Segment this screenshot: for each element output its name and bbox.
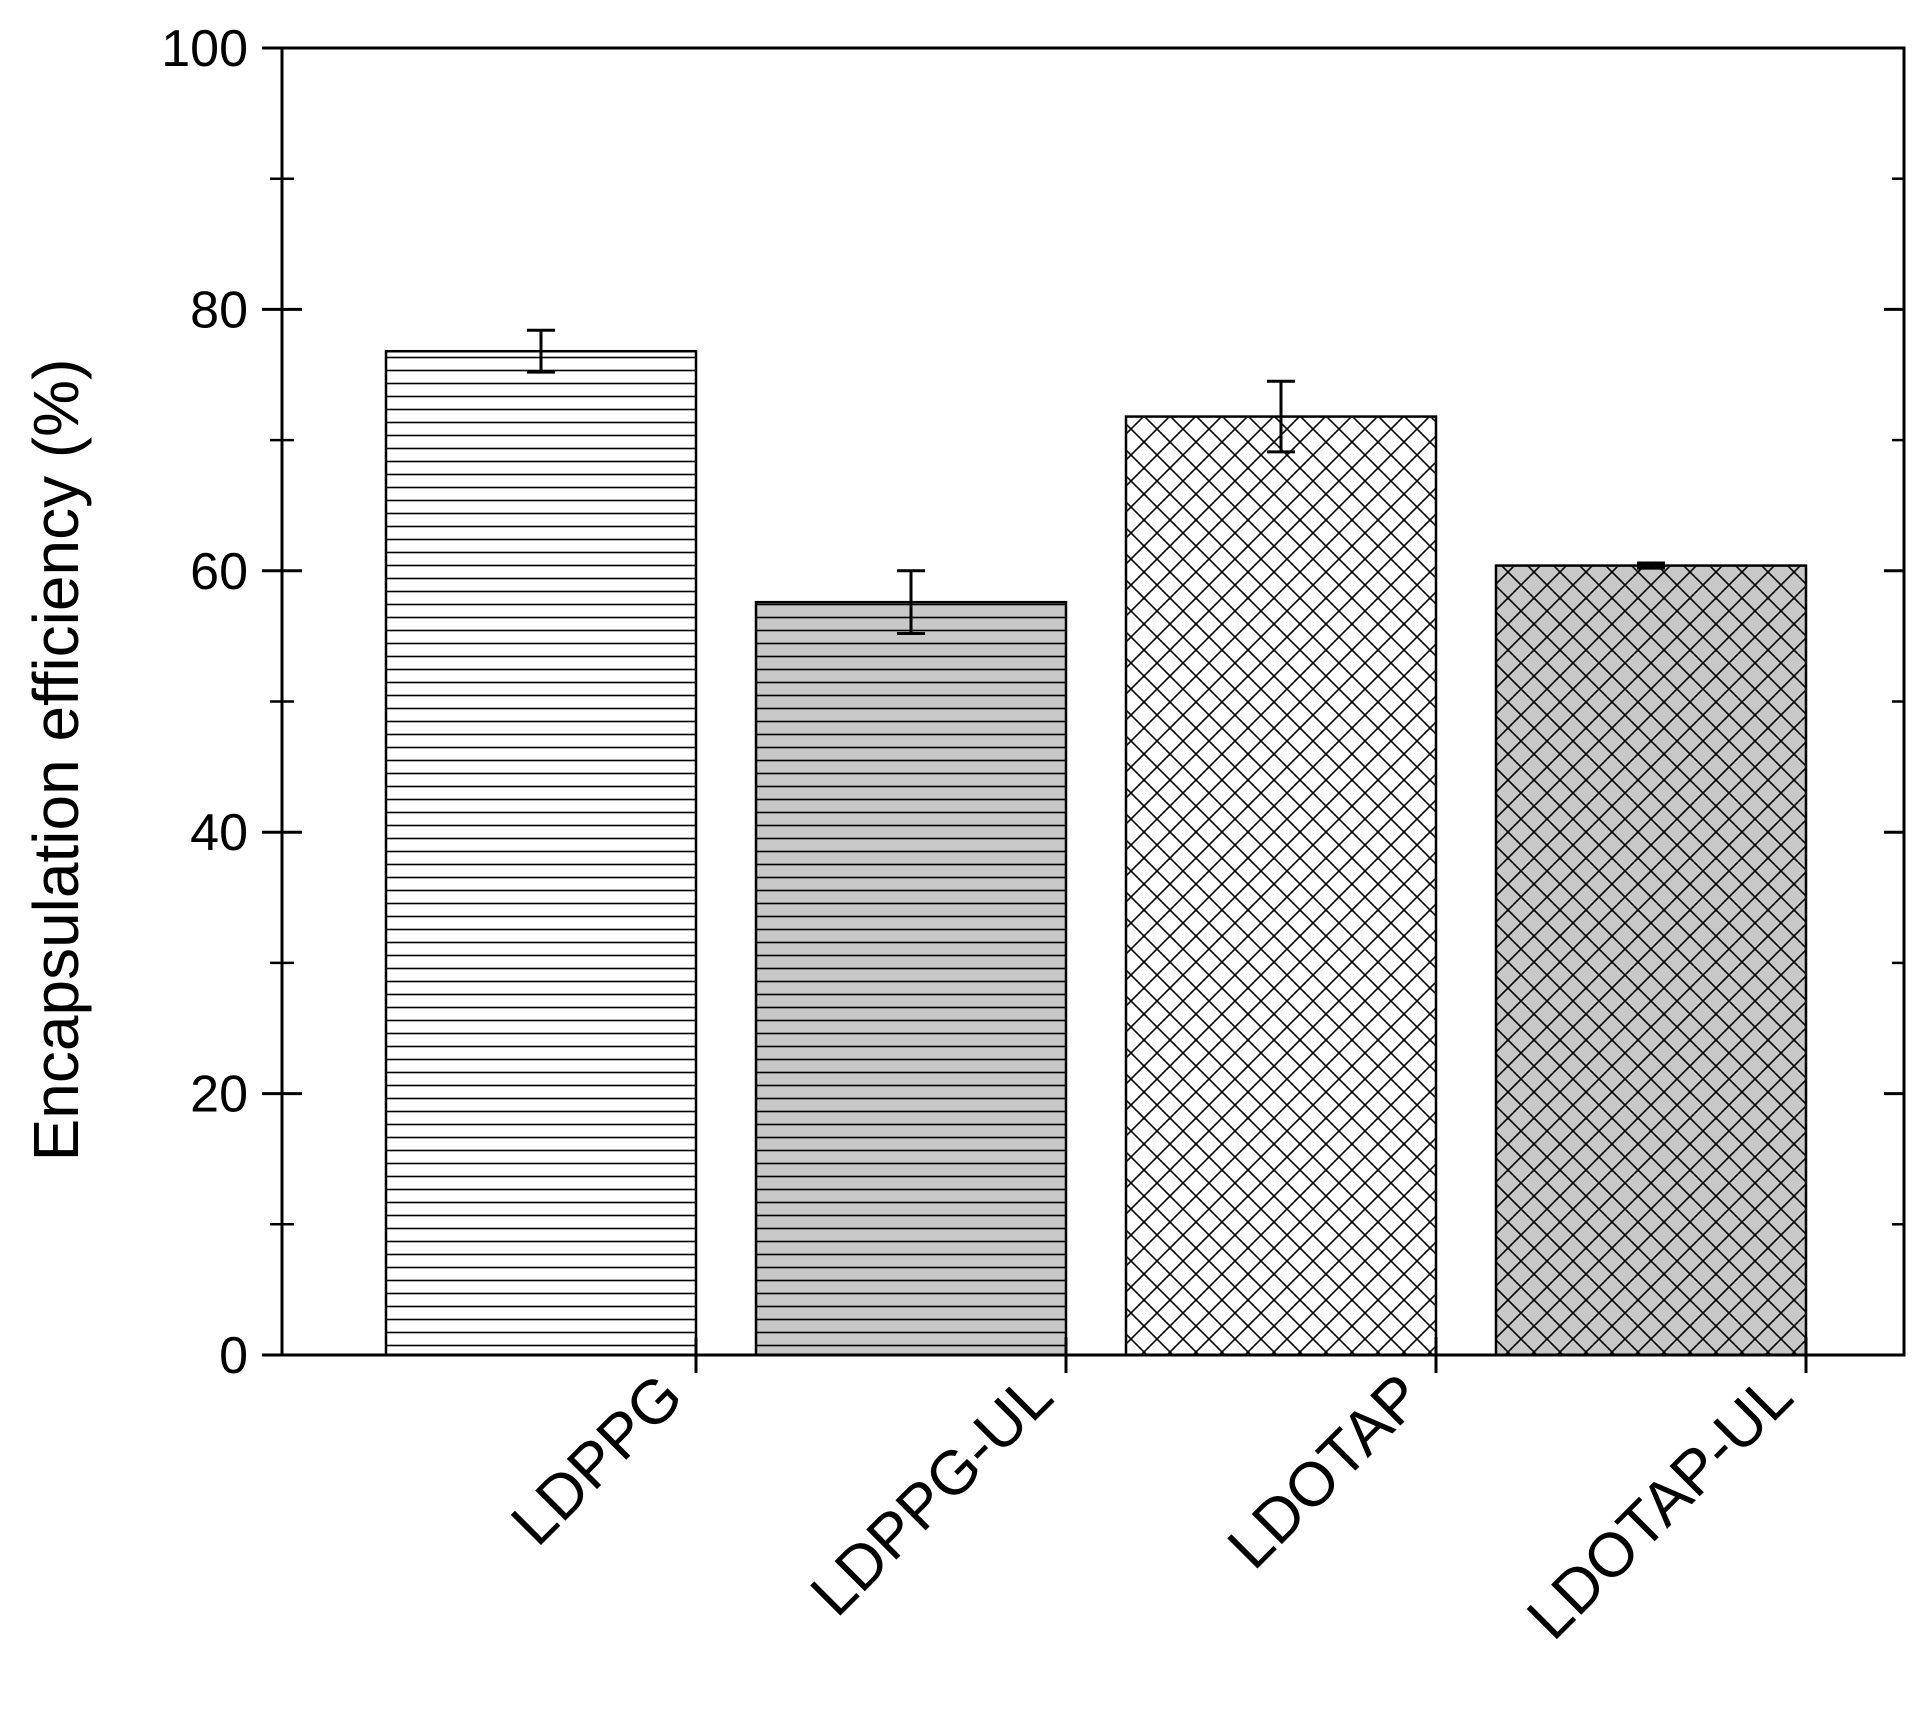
bar-ldotap <box>1124 415 1438 1357</box>
y-tick-label: 0 <box>219 1327 248 1385</box>
x-tick-label-ldotap-ul: LDOTAP-UL <box>1514 1361 1806 1653</box>
bars <box>384 349 1808 1357</box>
error-bar-ldotap <box>1267 379 1295 454</box>
bar-pattern-ldppg-ul <box>756 602 1066 1355</box>
x-axis: LDPPG LDPPG-UL LDOTAP LDOTAP-UL <box>498 1337 1808 1653</box>
x-tick-label-ldppg-ul: LDPPG-UL <box>798 1361 1066 1629</box>
y-tick-label: 60 <box>190 543 248 601</box>
y-tick-label: 80 <box>190 281 248 339</box>
bar-pattern-ldppg <box>386 351 696 1355</box>
y-tick-label: 20 <box>190 1066 248 1124</box>
error-bar-ldotap-ul <box>1637 561 1665 570</box>
y-axis: 0 20 40 60 80 100 <box>161 20 1904 1385</box>
x-tick-label-ldppg: LDPPG <box>498 1361 695 1558</box>
bar-pattern-ldotap-ul <box>1496 565 1806 1355</box>
error-bar-ldppg <box>527 328 555 374</box>
x-tick-label-ldotap: LDOTAP <box>1215 1361 1436 1582</box>
bar-pattern-ldotap <box>1126 416 1436 1356</box>
error-bar-ldppg-ul <box>897 569 925 636</box>
error-bars <box>527 328 1665 636</box>
bar-ldotap-ul <box>1494 564 1808 1357</box>
bar-ldppg <box>384 349 698 1357</box>
y-tick-label: 40 <box>190 804 248 862</box>
y-tick-label: 100 <box>161 20 248 78</box>
bar-ldppg-ul <box>754 600 1068 1357</box>
y-axis-title: Encapsulation efficiency (%) <box>20 359 92 1162</box>
